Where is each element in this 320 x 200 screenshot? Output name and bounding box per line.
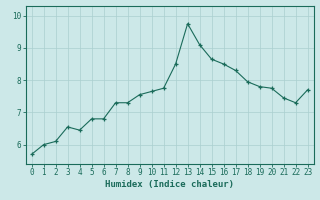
X-axis label: Humidex (Indice chaleur): Humidex (Indice chaleur) — [105, 180, 234, 189]
